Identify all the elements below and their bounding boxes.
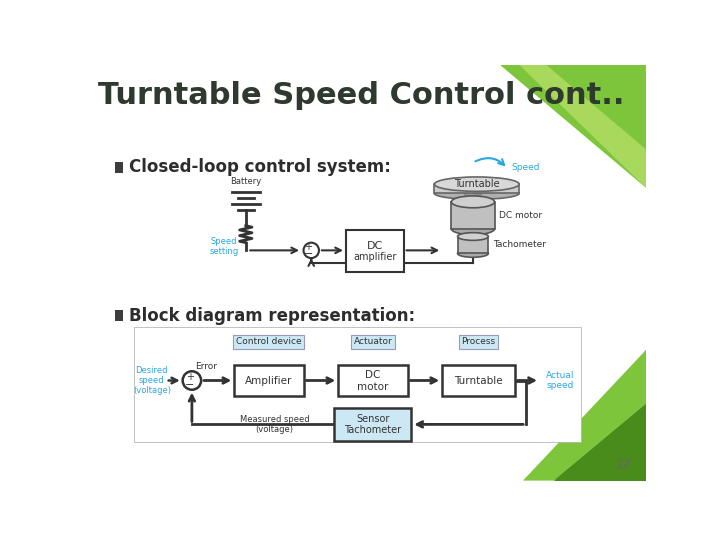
Text: −: −: [185, 380, 194, 390]
Text: Control device: Control device: [236, 338, 302, 347]
FancyBboxPatch shape: [451, 202, 495, 229]
FancyBboxPatch shape: [434, 184, 519, 193]
Polygon shape: [500, 65, 647, 188]
Ellipse shape: [451, 196, 495, 208]
Text: Closed-loop control system:: Closed-loop control system:: [129, 158, 391, 176]
FancyBboxPatch shape: [115, 162, 122, 173]
FancyBboxPatch shape: [115, 310, 122, 321]
Text: Measured speed
(voltage): Measured speed (voltage): [240, 415, 310, 434]
Text: DC: DC: [366, 241, 383, 251]
Text: Sensor: Sensor: [356, 414, 390, 423]
Text: Process: Process: [462, 338, 495, 347]
FancyBboxPatch shape: [346, 230, 404, 272]
Text: amplifier: amplifier: [353, 252, 397, 262]
Text: Turntable: Turntable: [454, 375, 503, 386]
Text: +: +: [186, 372, 194, 382]
Text: +: +: [304, 242, 312, 252]
FancyBboxPatch shape: [338, 365, 408, 396]
Text: Tachometer: Tachometer: [344, 425, 402, 435]
Text: Turntable Speed Control cont..: Turntable Speed Control cont..: [98, 81, 624, 110]
Ellipse shape: [457, 233, 488, 240]
Ellipse shape: [434, 177, 519, 191]
FancyBboxPatch shape: [134, 327, 581, 442]
Ellipse shape: [457, 249, 488, 257]
Text: Desired
speed
(voltage): Desired speed (voltage): [133, 366, 171, 395]
Polygon shape: [554, 350, 647, 481]
Text: Speed: Speed: [511, 163, 540, 172]
Text: Block diagram representation:: Block diagram representation:: [129, 307, 415, 325]
Text: DC: DC: [365, 370, 381, 380]
Ellipse shape: [434, 187, 519, 199]
Text: Battery: Battery: [230, 177, 261, 186]
Text: Amplifier: Amplifier: [246, 375, 292, 386]
Text: −: −: [304, 249, 313, 259]
Ellipse shape: [451, 223, 495, 235]
Text: Turntable: Turntable: [454, 179, 500, 189]
Text: Speed
setting: Speed setting: [210, 237, 239, 256]
Text: Actuator: Actuator: [354, 338, 392, 347]
Polygon shape: [523, 350, 647, 481]
Polygon shape: [519, 65, 647, 188]
FancyBboxPatch shape: [334, 408, 411, 441]
Text: motor: motor: [357, 382, 389, 392]
Text: Actual
speed: Actual speed: [546, 371, 575, 390]
Text: Tachometer: Tachometer: [493, 240, 546, 249]
FancyBboxPatch shape: [442, 365, 515, 396]
Text: 22: 22: [615, 458, 631, 471]
Text: Error: Error: [194, 362, 217, 372]
FancyBboxPatch shape: [457, 237, 488, 253]
Text: DC motor: DC motor: [499, 211, 542, 220]
FancyBboxPatch shape: [234, 365, 304, 396]
